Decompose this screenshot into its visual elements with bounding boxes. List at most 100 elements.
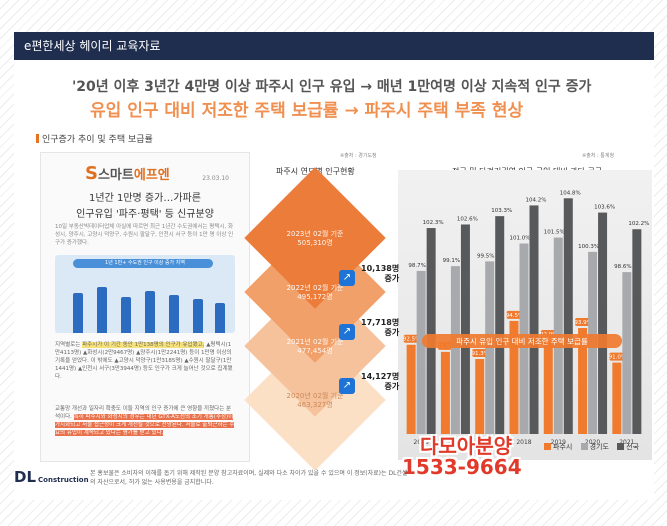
legend-swatch-national: [617, 443, 625, 450]
increase-value: 17,718명: [361, 318, 400, 327]
paragraph-2-lead: 교통망 개선과 일자리 확충도 이들 지역의 인구 증가에 큰 영향을 끼쳤다는…: [55, 406, 232, 420]
article-chart-caption: 1년 1만+ 수도권 인구 이상 증가 지역: [105, 260, 185, 266]
chart1-source: ※출처 : 경기도청: [340, 153, 377, 159]
article-chart-bar: [145, 291, 155, 333]
bar-전국: [598, 212, 608, 434]
value-label-paju: 91.0%: [609, 355, 626, 361]
footer-disclaimer: 본 홍보물은 소비자의 이해를 돕기 위해 제작된 분양 참고자료이며, 실제와…: [90, 470, 408, 486]
value-label-전국: 104.2%: [526, 197, 547, 203]
value-badge: [506, 310, 523, 319]
value-label-paju: 91.3%: [471, 351, 488, 357]
article-title-2: 인구유입 '파주·평택' 등 신규분양: [76, 209, 214, 220]
population-value: 495,172명: [297, 293, 333, 301]
bar-전국: [632, 229, 642, 434]
population-label: 2022년 02월 기준 495,172명: [260, 284, 370, 302]
increase-label: 10,138명 증가: [361, 264, 399, 284]
newspaper-logo: S스마트에프엔: [85, 163, 170, 184]
bar-전국: [529, 205, 539, 434]
value-label-paju: 93.9%: [574, 320, 591, 326]
population-value: 477,454명: [297, 347, 333, 355]
bar-전국: [460, 224, 470, 434]
population-label: 2020년 02월 기준 463,327명: [260, 392, 370, 410]
bar-파주시: [509, 320, 519, 434]
bar-경기도: [416, 270, 426, 434]
value-label-경기도: 98.6%: [614, 264, 631, 270]
bar-파주시: [578, 328, 588, 434]
chart2-source: ※출처 : 통계청: [582, 153, 615, 159]
value-label-paju: 94.5%: [506, 313, 523, 319]
brand-phone: 1533-9664: [402, 455, 522, 479]
bar-파주시: [475, 359, 485, 434]
population-value: 463,327명: [297, 401, 333, 409]
bar-파주시: [543, 339, 553, 434]
housing-supply-chart: 92.5%98.7%102.3%201591.9%99.1%102.6%2016…: [403, 190, 649, 446]
value-label-경기도: 98.7%: [408, 263, 425, 269]
population-category: 2022년 02월 기준: [286, 284, 344, 292]
value-badge: [575, 318, 592, 327]
article-chart: [55, 255, 235, 333]
header-title: e편한세상 헤이리 교육자료: [14, 32, 654, 60]
legend-swatch-gyeonggi: [580, 443, 588, 450]
value-label-paju: 92.5%: [403, 337, 420, 343]
value-label-전국: 103.6%: [594, 205, 615, 211]
value-label-경기도: 99.1%: [443, 258, 460, 264]
news-article: S스마트에프엔 23.03.10 1년간 1만명 증가…가파른 인구유입 '파주…: [40, 152, 250, 462]
article-chart-bar: [73, 293, 83, 333]
bar-파주시: [406, 344, 416, 434]
article-date: 23.03.10: [202, 175, 229, 182]
bar-전국: [563, 198, 573, 434]
increase-arrow-icon: ↗: [339, 270, 355, 286]
section-marker: [36, 134, 39, 143]
population-category: 2020년 02월 기준: [286, 392, 344, 400]
bar-경기도: [622, 272, 632, 434]
increase-value: 10,138명: [361, 264, 400, 273]
increase-suffix: 증가: [384, 274, 400, 283]
value-label-전국: 102.6%: [457, 216, 478, 222]
value-badge: [403, 334, 420, 343]
article-paragraph-1: 지역별로는 파주시가 이 기간 동안 1만138명의 인구가 유입됐고, ▲평택…: [55, 341, 235, 381]
bar-파주시: [612, 362, 622, 434]
increase-suffix: 증가: [384, 382, 400, 391]
increase-arrow-icon: ↗: [339, 378, 355, 394]
increase-label: 17,718명 증가: [361, 318, 399, 338]
article-chart-bar: [97, 287, 107, 333]
article-paragraph-2: 교통망 개선과 일자리 확충도 이들 지역의 인구 증가에 큰 영향을 끼쳤다는…: [55, 405, 235, 437]
increase-value: 14,127명: [361, 372, 400, 381]
population-label: 2023년 02월 기준 505,310명: [260, 230, 370, 248]
value-label-경기도: 101.5%: [544, 230, 565, 236]
value-label-전국: 102.3%: [423, 220, 444, 226]
brand-name: 다모아분양: [420, 434, 512, 458]
headline-line2: 유입 인구 대비 저조한 주택 보급률 → 파주시 주택 부족 현상: [90, 101, 524, 121]
article-title-1: 1년간 1만명 증가…가파른: [89, 193, 201, 204]
x-tick-label: 2017: [482, 439, 497, 446]
section-label: 인구증가 추이 및 주택 보급률: [36, 132, 153, 145]
paragraph-1-rest: ▲평택시(1만4113명) ▲화성시(2만9467명) ▲양주시(1만2241명…: [55, 342, 233, 380]
value-label-경기도: 99.5%: [477, 253, 494, 259]
paragraph-2-highlight: 특히 파주시와 화성시의 경우는 내년 GTX-A노선의 조기 개통(추정)이 …: [55, 414, 235, 436]
value-label-경기도: 100.3%: [578, 244, 599, 250]
logo-mark: DL: [14, 468, 37, 486]
legend-gyeonggi: 경기도: [589, 443, 609, 451]
article-chart-caption-bg: [73, 259, 213, 268]
population-value: 505,310명: [297, 239, 333, 247]
chart2-banner: 파주시 유입 인구 대비 저조한 주택 보급률: [456, 336, 588, 346]
x-tick-label: 2020: [585, 439, 600, 446]
legend-paju: 파주시: [553, 443, 573, 451]
article-chart-bar: [121, 297, 131, 333]
value-label-전국: 102.2%: [628, 221, 649, 227]
bar-전국: [426, 228, 436, 434]
value-label-전국: 103.3%: [491, 208, 512, 214]
increase-suffix: 증가: [384, 328, 400, 337]
population-category: 2021년 02월 기준: [286, 338, 344, 346]
value-badge: [609, 352, 626, 361]
newspaper-logo-s: S: [85, 163, 98, 184]
article-chart-bar: [193, 299, 203, 333]
value-label-경기도: 101.0%: [510, 236, 531, 242]
paragraph-1-lead: 지역별로는: [55, 342, 83, 348]
article-chart-bar: [169, 295, 179, 333]
newspaper-logo-accent: 에프엔: [133, 168, 170, 183]
bar-전국: [495, 216, 505, 434]
paragraph-1-highlight: 파주시가 이 기간 동안 1만138명의 인구가 유입됐고,: [82, 342, 205, 348]
section-label-text: 인구증가 추이 및 주택 보급률: [42, 135, 153, 145]
chart2-banner-bg: [422, 334, 622, 348]
